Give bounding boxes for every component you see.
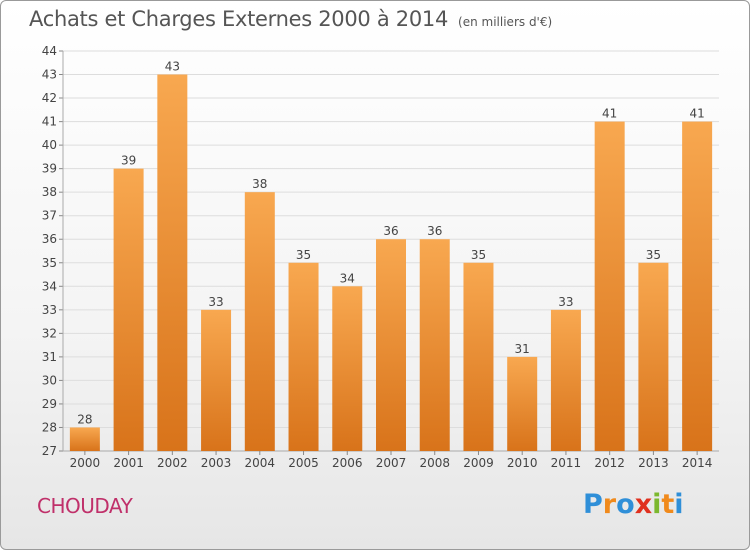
x-tick-label: 2002 <box>157 456 188 470</box>
logo-letter: x <box>634 489 653 520</box>
y-tick-label: 37 <box>42 209 57 223</box>
y-tick-label: 41 <box>42 115 57 129</box>
y-tick-label: 30 <box>42 373 57 387</box>
bar <box>463 262 494 451</box>
logo-letter: P <box>583 489 603 520</box>
data-label: 36 <box>383 224 398 238</box>
y-tick-label: 27 <box>42 444 57 458</box>
bar <box>682 121 713 452</box>
proxiti-logo[interactable]: Proxiti <box>583 489 684 520</box>
bar <box>638 262 669 451</box>
data-label: 36 <box>427 224 442 238</box>
bar <box>113 168 144 451</box>
x-tick-label: 2005 <box>288 456 319 470</box>
data-label: 39 <box>121 154 136 168</box>
bar <box>332 286 363 451</box>
data-labels: 28 39 43 33 38 35 34 36 36 35 31 33 41 35 41 <box>77 60 705 427</box>
chart-unit: (en milliers d'€) <box>458 15 553 29</box>
data-label: 41 <box>689 107 704 121</box>
chart-title: Achats et Charges Externes 2000 à 2014 (e… <box>29 7 552 31</box>
y-tick-label: 31 <box>42 350 57 364</box>
bars <box>69 74 713 452</box>
x-tick-label: 2001 <box>113 456 144 470</box>
chart-title-text: Achats et Charges Externes 2000 à 2014 <box>29 7 449 31</box>
bar <box>507 356 538 451</box>
y-tick-label: 29 <box>42 397 57 411</box>
y-tick-label: 38 <box>42 185 57 199</box>
y-tick-label: 39 <box>42 162 57 176</box>
data-label: 34 <box>340 271 355 285</box>
y-tick-label: 28 <box>42 420 57 434</box>
bar <box>69 427 100 451</box>
bar <box>288 262 319 451</box>
data-label: 41 <box>602 107 617 121</box>
data-label: 33 <box>208 295 223 309</box>
y-tick-label: 42 <box>42 91 57 105</box>
bar <box>550 309 581 451</box>
y-tick-label: 35 <box>42 256 57 270</box>
y-tick-label: 33 <box>42 303 57 317</box>
logo-letter: i <box>652 489 662 520</box>
x-tick-label: 2008 <box>419 456 450 470</box>
data-label: 28 <box>77 412 92 426</box>
x-tick-label: 2010 <box>507 456 538 470</box>
x-tick-label: 2003 <box>201 456 232 470</box>
bar <box>157 74 188 451</box>
data-label: 35 <box>471 248 486 262</box>
bar <box>419 239 450 451</box>
data-label: 31 <box>515 342 530 356</box>
x-tick-label: 2011 <box>551 456 582 470</box>
bar <box>244 192 275 452</box>
x-tick-label: 2013 <box>638 456 669 470</box>
logo-letter: t <box>661 489 675 520</box>
x-tick-label: 2004 <box>245 456 276 470</box>
x-tick-label: 2014 <box>682 456 713 470</box>
x-tick-label: 2007 <box>376 456 407 470</box>
bar <box>594 121 625 452</box>
logo-letter: r <box>602 489 617 520</box>
commune-name: CHOUDAY <box>37 494 133 518</box>
data-label: 38 <box>252 177 267 191</box>
y-tick-label: 34 <box>42 279 57 293</box>
x-tick-label: 2012 <box>594 456 625 470</box>
bar <box>201 309 232 451</box>
x-tick-label: 2006 <box>332 456 363 470</box>
data-label: 35 <box>296 248 311 262</box>
y-tick-label: 36 <box>42 232 57 246</box>
y-tick-label: 43 <box>42 68 57 82</box>
x-tick-label: 2000 <box>70 456 101 470</box>
x-tick-label: 2009 <box>463 456 494 470</box>
y-tick-label: 44 <box>42 44 57 58</box>
y-tick-label: 40 <box>42 138 57 152</box>
logo-letter: o <box>616 489 635 520</box>
data-label: 35 <box>646 248 661 262</box>
y-tick-label: 32 <box>42 326 57 340</box>
data-label: 43 <box>165 60 180 74</box>
data-label: 33 <box>558 295 573 309</box>
bar <box>376 239 406 451</box>
logo-letter: i <box>674 489 684 520</box>
